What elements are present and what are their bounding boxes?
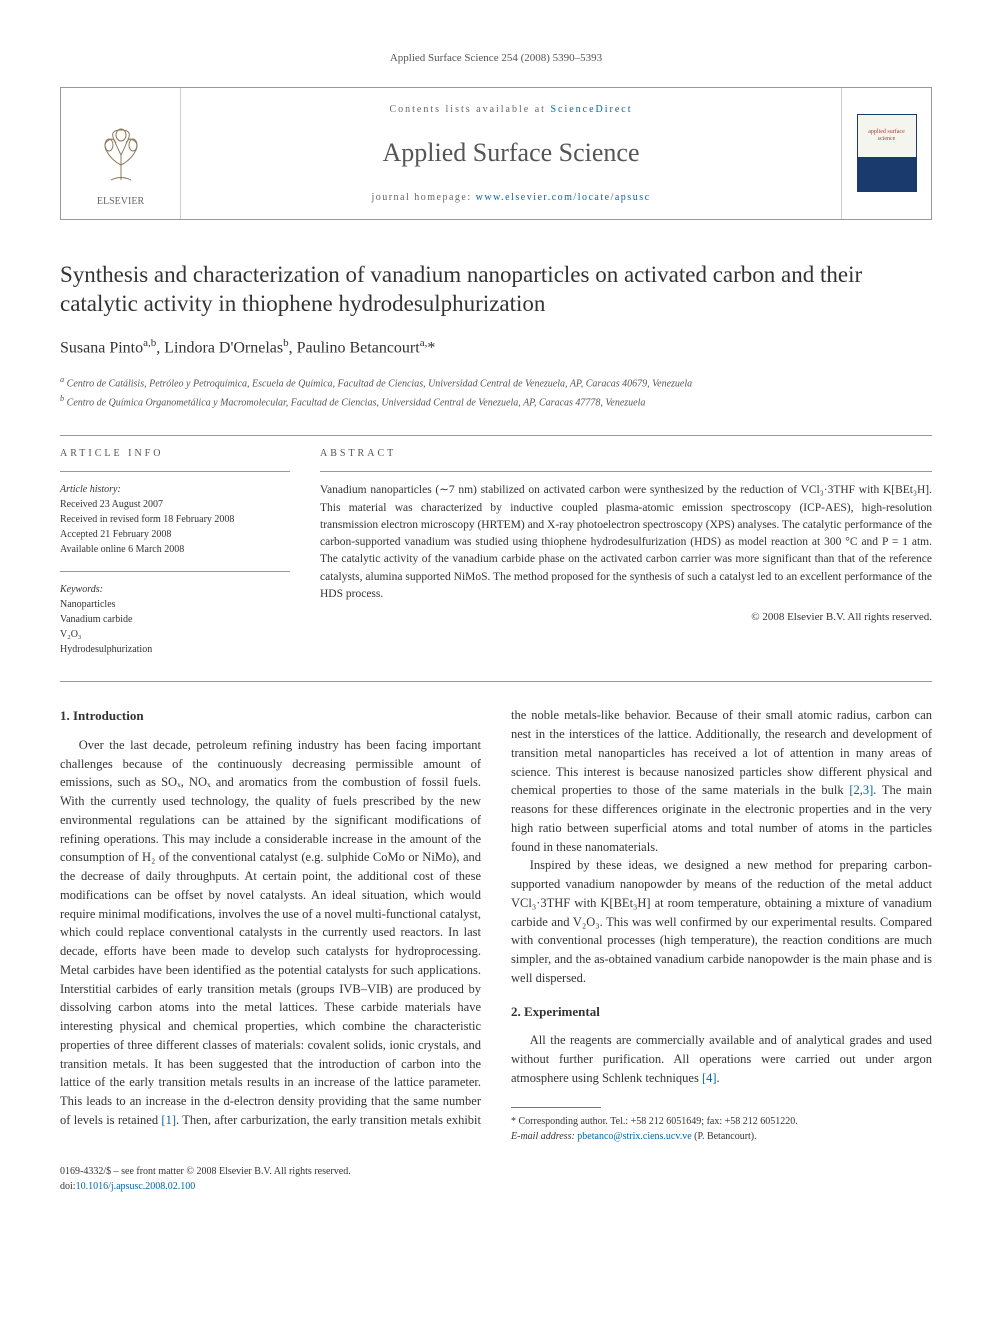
section-head-experimental: 2. Experimental — [511, 1002, 932, 1022]
elsevier-logo: ELSEVIER — [91, 125, 151, 209]
page: Applied Surface Science 254 (2008) 5390–… — [0, 0, 992, 1234]
abstract-head: ABSTRACT — [320, 446, 932, 461]
text-run: Over the last decade, petroleum refining… — [60, 738, 481, 1127]
history-line: Accepted 21 February 2008 — [60, 527, 290, 542]
keyword: Nanoparticles — [60, 597, 290, 612]
citation-link[interactable]: [1] — [161, 1113, 176, 1127]
doi-line: doi:10.1016/j.apsusc.2008.02.100 — [60, 1179, 932, 1194]
abstract-text: Vanadium nanoparticles (∼7 nm) stabilize… — [320, 482, 932, 603]
elsevier-tree-icon — [91, 125, 151, 185]
affiliation-a: a Centro de Catálisis, Petróleo y Petroq… — [60, 373, 932, 392]
masthead-center: Contents lists available at ScienceDirec… — [181, 88, 841, 219]
affiliation-b: b Centro de Química Organometálica y Mac… — [60, 392, 932, 411]
issn-front-matter-line: 0169-4332/$ – see front matter © 2008 El… — [60, 1164, 932, 1179]
spacer — [511, 988, 932, 1002]
divider — [60, 681, 932, 682]
email-line: E-mail address: pbetanco@strix.ciens.ucv… — [511, 1129, 932, 1144]
history-line: Received in revised form 18 February 200… — [60, 512, 290, 527]
affiliations: a Centro de Catálisis, Petróleo y Petroq… — [60, 373, 932, 412]
body-columns: 1. Introduction Over the last decade, pe… — [60, 706, 932, 1144]
email-label: E-mail address: — [511, 1131, 577, 1142]
article-info-column: ARTICLE INFO Article history: Received 2… — [60, 446, 290, 671]
footnotes: * Corresponding author. Tel.: +58 212 60… — [511, 1114, 932, 1144]
corresponding-email-link[interactable]: pbetanco@strix.ciens.ucv.ve — [577, 1131, 691, 1142]
history-line: Available online 6 March 2008 — [60, 542, 290, 557]
history-line: Received 23 August 2007 — [60, 497, 290, 512]
keywords-block: Keywords: Nanoparticles Vanadium carbide… — [60, 582, 290, 657]
divider — [320, 471, 932, 472]
article-title: Synthesis and characterization of vanadi… — [60, 260, 932, 320]
divider — [60, 435, 932, 436]
section-head-intro: 1. Introduction — [60, 706, 481, 726]
contents-prefix: Contents lists available at — [389, 104, 550, 115]
running-head: Applied Surface Science 254 (2008) 5390–… — [60, 50, 932, 67]
author-affil-sup: b — [283, 337, 289, 349]
info-abstract-row: ARTICLE INFO Article history: Received 2… — [60, 446, 932, 671]
affiliation-b-text: Centro de Química Organometálica y Macro… — [67, 397, 646, 408]
email-suffix: (P. Betancourt). — [692, 1131, 757, 1142]
sciencedirect-link[interactable]: ScienceDirect — [550, 104, 632, 115]
author-affil-sup: a, — [420, 337, 428, 349]
journal-cover-text: applied surface science — [862, 129, 912, 142]
bottom-meta: 0169-4332/$ – see front matter © 2008 El… — [60, 1164, 932, 1194]
journal-cover-cell: applied surface science — [841, 88, 931, 219]
contents-available-line: Contents lists available at ScienceDirec… — [191, 102, 831, 117]
citation-link[interactable]: [2,3] — [849, 783, 873, 797]
citation-link[interactable]: [4] — [702, 1071, 717, 1085]
divider — [60, 471, 290, 472]
journal-homepage-link[interactable]: www.elsevier.com/locate/apsusc — [476, 192, 651, 203]
keywords-label: Keywords: — [60, 582, 290, 597]
journal-homepage-line: journal homepage: www.elsevier.com/locat… — [191, 190, 831, 205]
keyword: Vanadium carbide — [60, 612, 290, 627]
affiliation-a-text: Centro de Catálisis, Petróleo y Petroquí… — [67, 378, 692, 389]
journal-name: Applied Surface Science — [191, 133, 831, 172]
author-affil-sup: a,b — [143, 337, 156, 349]
article-history-block: Article history: Received 23 August 2007… — [60, 482, 290, 557]
keyword: V₂O₃ — [60, 627, 290, 642]
body-paragraph: All the reagents are commercially availa… — [511, 1031, 932, 1087]
homepage-prefix: journal homepage: — [371, 192, 475, 203]
journal-cover-thumbnail: applied surface science — [857, 114, 917, 192]
footnote-separator — [511, 1107, 601, 1108]
authors: Susana Pintoa,b, Lindora D'Ornelasb, Pau… — [60, 335, 932, 360]
masthead: ELSEVIER Contents lists available at Sci… — [60, 87, 932, 220]
text-run: . — [717, 1071, 720, 1085]
abstract-column: ABSTRACT Vanadium nanoparticles (∼7 nm) … — [320, 446, 932, 671]
keyword: Hydrodesulphurization — [60, 642, 290, 657]
abstract-copyright: © 2008 Elsevier B.V. All rights reserved… — [320, 609, 932, 626]
body-paragraph: Inspired by these ideas, we designed a n… — [511, 856, 932, 987]
corresponding-author-line: * Corresponding author. Tel.: +58 212 60… — [511, 1114, 932, 1129]
doi-label: doi: — [60, 1181, 76, 1192]
text-run: All the reagents are commercially availa… — [511, 1033, 932, 1085]
publisher-logo-cell: ELSEVIER — [61, 88, 181, 219]
history-label: Article history: — [60, 482, 290, 497]
doi-link[interactable]: 10.1016/j.apsusc.2008.02.100 — [76, 1181, 196, 1192]
publisher-name: ELSEVIER — [91, 194, 151, 209]
article-info-head: ARTICLE INFO — [60, 446, 290, 461]
divider — [60, 571, 290, 572]
